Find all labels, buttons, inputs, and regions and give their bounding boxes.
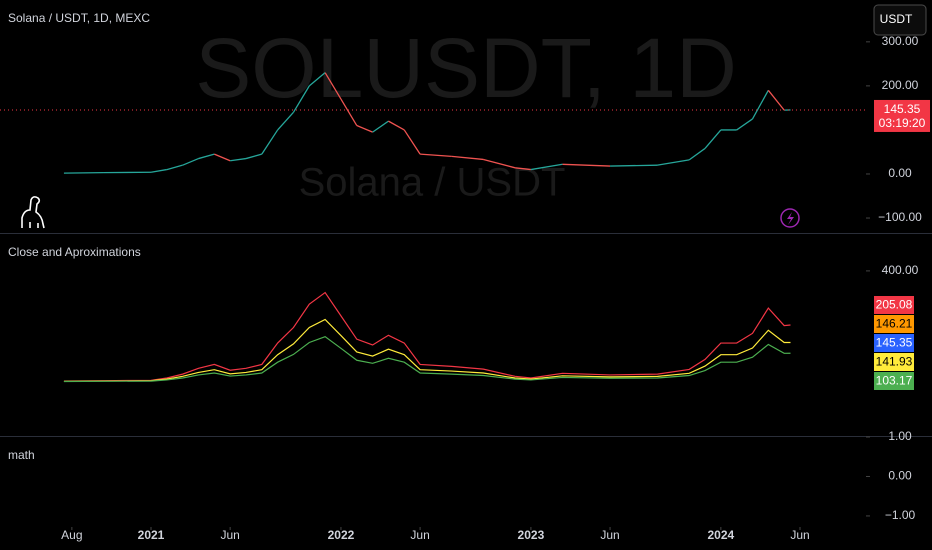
x-tick-label: 2022	[328, 528, 355, 542]
price-segment	[308, 72, 326, 87]
x-tick-label: 2021	[138, 528, 165, 542]
currency-button[interactable]: USDT	[873, 4, 927, 36]
value-label-box	[874, 334, 914, 352]
price-segment	[562, 163, 611, 167]
price-segment	[356, 124, 373, 133]
price-segment	[610, 164, 658, 167]
price-segment	[198, 153, 215, 160]
approx-line	[63, 318, 791, 382]
price-segment	[182, 157, 199, 166]
symbol-title: Solana / USDT, 1D, MEXC	[8, 11, 150, 25]
y-tick-label: −1.00	[885, 508, 916, 522]
value-label: 146.21	[876, 317, 913, 331]
y-tick-label: 400.00	[882, 263, 919, 277]
price-segment	[261, 129, 279, 155]
value-label-box	[874, 353, 914, 371]
pane-title: Close and Aproximations	[8, 245, 141, 259]
price-segment	[230, 157, 247, 162]
price-segment	[657, 159, 690, 166]
price-segment	[372, 120, 389, 133]
price-segment	[245, 153, 262, 160]
value-label-box	[874, 296, 914, 314]
y-tick-label: 0.00	[888, 166, 912, 180]
value-label-box	[874, 372, 914, 390]
y-tick-label: −100.00	[878, 210, 922, 224]
y-tick-label: 0.00	[888, 469, 912, 483]
lightning-icon[interactable]	[780, 208, 800, 228]
price-segment	[767, 89, 785, 111]
y-tick-label: 1.00	[888, 429, 912, 443]
x-tick-label: Jun	[410, 528, 429, 542]
x-tick-label: 2024	[707, 528, 734, 542]
price-segment	[277, 111, 294, 131]
price-segment	[515, 167, 531, 171]
x-tick-label: 2023	[518, 528, 545, 542]
value-label: 145.35	[876, 336, 913, 350]
price-label-box	[874, 99, 930, 132]
price-segment	[451, 155, 484, 161]
price-segment	[166, 164, 183, 171]
price-segment	[704, 129, 722, 149]
price-segment	[420, 153, 452, 158]
approx-line	[63, 291, 791, 382]
countdown: 03:19:20	[879, 116, 926, 130]
logo-icon	[21, 196, 45, 229]
price-segment	[688, 147, 706, 161]
lightning-bolt[interactable]	[787, 212, 794, 225]
price-label: 145.35	[884, 102, 921, 116]
button-label[interactable]: USDT	[880, 12, 913, 26]
approx-line	[63, 335, 791, 383]
value-label: 103.17	[876, 374, 913, 388]
value-label: 205.08	[876, 298, 913, 312]
price-segment	[324, 72, 342, 100]
logo-path	[21, 196, 45, 229]
value-label: 141.93	[876, 355, 913, 369]
value-label-box	[874, 315, 914, 333]
button-frame[interactable]	[873, 4, 927, 36]
pane-title: math	[8, 448, 35, 462]
x-tick-label: Jun	[220, 528, 239, 542]
price-segment	[340, 98, 358, 126]
price-segment	[736, 118, 753, 131]
price-segment	[214, 153, 231, 162]
price-segment	[388, 120, 405, 131]
x-tick-label: Aug	[61, 528, 82, 542]
price-segment	[751, 89, 769, 120]
x-tick-label: Jun	[790, 528, 809, 542]
price-segment	[150, 168, 167, 173]
lightning-circle[interactable]	[780, 208, 800, 228]
price-segment	[403, 129, 421, 155]
y-tick-label: 200.00	[882, 78, 919, 92]
price-segment	[530, 163, 563, 171]
price-segment	[483, 158, 516, 169]
watermark-sub: Solana / USDT	[299, 161, 566, 205]
x-tick-label: Jun	[600, 528, 619, 542]
y-tick-label: 300.00	[882, 34, 919, 48]
price-segment	[292, 85, 310, 113]
watermark: SOLUSDT, 1D	[195, 21, 737, 115]
